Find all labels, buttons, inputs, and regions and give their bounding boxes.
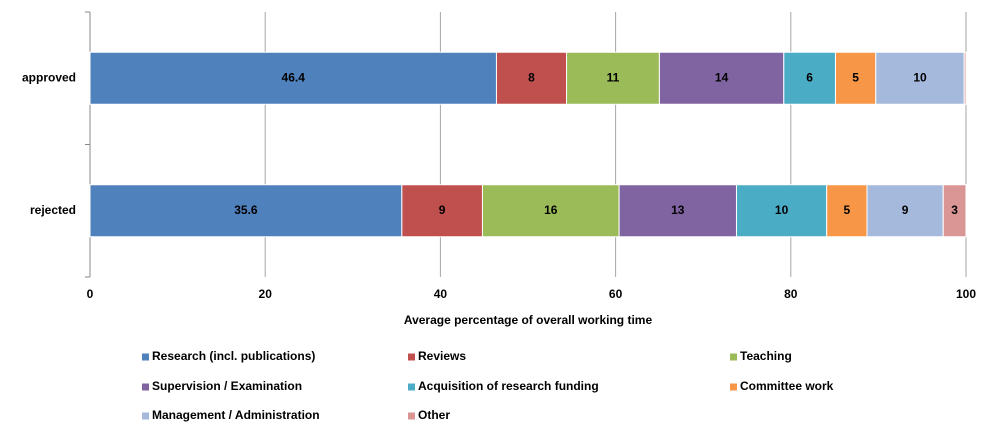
x-tick-label: 20 (259, 287, 273, 301)
bar-segment (963, 51, 967, 105)
legend-label: Supervision / Examination (152, 379, 302, 393)
data-label: 8 (528, 70, 535, 84)
y-tick-label: approved (22, 70, 76, 84)
legend-swatch (408, 383, 415, 391)
bar-segment (866, 184, 944, 238)
data-label: 3 (951, 203, 958, 217)
data-label: 5 (852, 70, 859, 84)
data-label: 9 (439, 203, 446, 217)
bar-segment (89, 184, 403, 238)
data-label: 6 (806, 70, 813, 84)
bar-segment (875, 51, 965, 105)
bar-segment (834, 51, 877, 105)
data-label: 11 (607, 70, 620, 84)
bar-segment (566, 51, 660, 105)
bar-segment (826, 184, 868, 238)
bar-segment (735, 184, 828, 238)
legend-label: Reviews (418, 349, 466, 363)
bar-segment (942, 184, 967, 238)
bar-segment (658, 51, 785, 105)
legend-label: Acquisition of research funding (418, 379, 599, 393)
legend-swatch (730, 383, 737, 391)
x-axis-label: Average percentage of overall working ti… (404, 313, 653, 327)
data-label: 35.6 (234, 203, 258, 217)
data-label: 46.4 (282, 70, 306, 84)
bar-segment (401, 184, 483, 238)
x-tick-label: 80 (784, 287, 798, 301)
legend-swatch (142, 353, 149, 361)
data-label: 10 (913, 70, 927, 84)
bar-segment (618, 184, 737, 238)
bar-segment (495, 51, 568, 105)
bar-segment (783, 51, 836, 105)
x-tick-label: 100 (956, 287, 976, 301)
data-label: 9 (902, 203, 909, 217)
legend-swatch (730, 353, 737, 361)
data-label: 13 (671, 203, 685, 217)
x-tick-label: 0 (87, 287, 94, 301)
legend-label: Management / Administration (152, 408, 320, 422)
legend-swatch (408, 353, 415, 361)
data-label: 5 (844, 203, 851, 217)
legend-swatch (142, 412, 149, 420)
legend-label: Committee work (740, 379, 834, 393)
legend-label: Research (incl. publications) (152, 349, 315, 363)
x-tick-label: 60 (609, 287, 623, 301)
data-label: 10 (775, 203, 789, 217)
x-tick-label: 40 (434, 287, 448, 301)
legend-swatch (408, 412, 415, 420)
legend-label: Teaching (740, 349, 792, 363)
data-label: 14 (715, 70, 729, 84)
y-tick-label: rejected (30, 203, 76, 217)
data-label: 16 (544, 203, 558, 217)
legend-swatch (142, 383, 149, 391)
bar-segment (481, 184, 620, 238)
legend-label: Other (418, 408, 450, 422)
